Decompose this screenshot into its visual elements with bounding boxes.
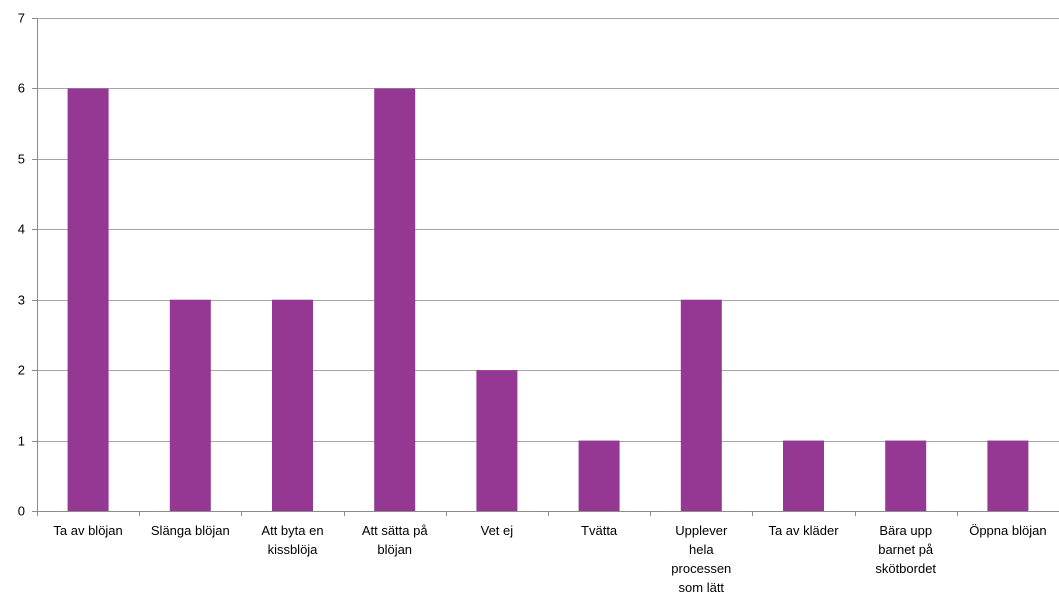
- x-tick-label: Upplever hela processen som lätt: [671, 523, 731, 595]
- x-tick-label-line: skötbordet: [875, 561, 936, 576]
- x-tick-label-line: Öppna blöjan: [969, 523, 1046, 538]
- y-tick-label: 1: [18, 434, 25, 449]
- bar: [68, 88, 109, 511]
- x-tick-label: Slänga blöjan: [151, 523, 230, 538]
- x-tick-label: Tvätta: [581, 523, 618, 538]
- bar: [681, 300, 722, 511]
- x-tick-label: Ta av kläder: [768, 523, 839, 538]
- x-tick-label-line: blöjan: [377, 542, 412, 557]
- bar: [170, 300, 211, 511]
- bar: [272, 300, 313, 511]
- x-tick-label-line: Upplever: [675, 523, 728, 538]
- x-tick-label-line: hela: [689, 542, 714, 557]
- x-tick-label-line: kissblöja: [268, 542, 319, 557]
- y-axis: 0 1 2 3 4 5 6 7: [18, 11, 38, 519]
- x-tick-label-line: Att byta en: [261, 523, 323, 538]
- y-tick-label: 0: [18, 504, 25, 519]
- bar: [476, 370, 517, 511]
- bar: [885, 441, 926, 511]
- y-tick-label: 7: [18, 11, 25, 26]
- y-tick-label: 6: [18, 81, 25, 96]
- x-tick-label-line: Vet ej: [481, 523, 514, 538]
- bar: [987, 441, 1028, 511]
- x-tick-label: Att byta en kissblöja: [261, 523, 323, 557]
- bar: [783, 441, 824, 511]
- x-tick-label-line: Slänga blöjan: [151, 523, 230, 538]
- bars: [68, 88, 1029, 511]
- x-tick-label-line: som lätt: [679, 580, 725, 595]
- y-tick-label: 3: [18, 293, 25, 308]
- bar: [374, 88, 415, 511]
- bar: [579, 441, 620, 511]
- x-tick-label: Vet ej: [481, 523, 514, 538]
- x-tick-label-line: barnet på: [878, 542, 934, 557]
- x-tick-label-line: Bära upp: [879, 523, 932, 538]
- x-tick-label-line: Att sätta på: [362, 523, 429, 538]
- x-tick-label: Bära upp barnet på skötbordet: [875, 523, 936, 576]
- y-tick-label: 5: [18, 152, 25, 167]
- x-tick-label-line: Ta av kläder: [768, 523, 839, 538]
- x-tick-label: Öppna blöjan: [969, 523, 1046, 538]
- x-axis: Ta av blöjan Slänga blöjan Att byta en kiss…: [37, 511, 1059, 595]
- x-tick-label: Ta av blöjan: [53, 523, 122, 538]
- x-tick-label-line: Ta av blöjan: [53, 523, 122, 538]
- y-tick-label: 2: [18, 363, 25, 378]
- x-tick-label-line: Tvätta: [581, 523, 618, 538]
- y-tick-label: 4: [18, 222, 25, 237]
- x-tick-label: Att sätta på blöjan: [362, 523, 429, 557]
- x-tick-label-line: processen: [671, 561, 731, 576]
